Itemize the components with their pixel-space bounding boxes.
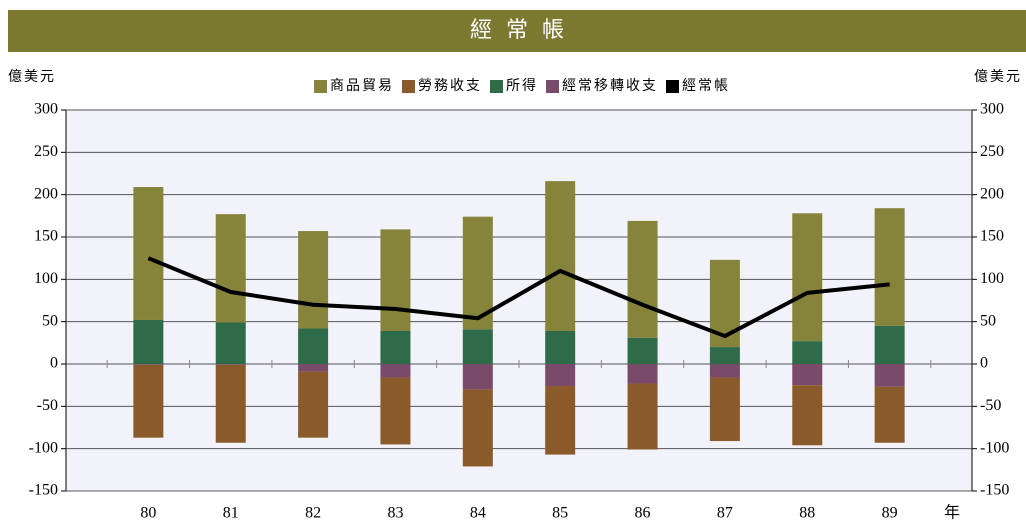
bar-segment — [215, 322, 246, 364]
y-tick-label: 100 — [34, 270, 58, 287]
y2-tick-label: 150 — [980, 228, 1004, 245]
bar-segment — [462, 364, 493, 390]
legend-label: 所得 — [506, 77, 538, 94]
bar-segment — [215, 364, 246, 365]
y2-tick-label: -100 — [980, 439, 1009, 456]
bar-segment — [709, 364, 740, 378]
y-tick-label: -150 — [29, 482, 58, 499]
legend-swatch — [490, 80, 503, 93]
bar-segment — [627, 220, 658, 338]
bar-segment — [792, 364, 823, 386]
y2-tick-label: -150 — [980, 482, 1009, 499]
plot-area — [65, 109, 973, 492]
bar-segment — [298, 231, 329, 329]
bar-segment — [545, 364, 576, 387]
title-bar — [8, 10, 1026, 52]
y-axis-label: 億美元 — [8, 69, 56, 85]
y-tick-label: 150 — [34, 228, 58, 245]
x-tick-label: 84 — [470, 505, 486, 522]
legend-label: 商品貿易 — [330, 78, 394, 94]
y-tick-label: -50 — [37, 397, 58, 414]
y2-tick-label: 50 — [980, 312, 996, 329]
bar-segment — [462, 329, 493, 364]
bar-segment — [545, 181, 576, 331]
bar-segment — [215, 364, 246, 443]
bar-segment — [133, 187, 164, 320]
bar-segment — [380, 330, 411, 364]
x-tick-label: 81 — [223, 505, 239, 522]
bar-segment — [133, 364, 164, 365]
legend-label: 經常移轉收支 — [562, 78, 658, 94]
bar-segment — [874, 208, 905, 326]
x-tick-label: 82 — [305, 505, 321, 522]
bar-segment — [874, 325, 905, 364]
bar-segment — [215, 214, 246, 323]
x-tick-label: 83 — [387, 505, 403, 522]
y-tick-label: 300 — [34, 101, 58, 118]
legend-label: 經常帳 — [682, 78, 730, 94]
y2-tick-label: 250 — [980, 143, 1004, 160]
legend-swatch — [546, 80, 559, 93]
bar-segment — [627, 337, 658, 364]
legend-label: 勞務收支 — [418, 78, 482, 94]
bar-segment — [792, 385, 823, 446]
y2-tick-label: 100 — [980, 270, 1004, 287]
bar-segment — [462, 389, 493, 467]
bar-segment — [380, 377, 411, 445]
y-tick-label: 0 — [50, 355, 58, 372]
y2-axis-label: 億美元 — [974, 69, 1022, 85]
y-tick-label: 200 — [34, 185, 58, 202]
y2-tick-label: -50 — [980, 397, 1001, 414]
legend-swatch — [314, 80, 327, 93]
bar-segment — [298, 371, 329, 438]
bar-segment — [874, 386, 905, 443]
x-tick-label: 86 — [635, 505, 651, 522]
bar-segment — [133, 364, 164, 438]
x-tick-label: 88 — [799, 505, 815, 522]
y-tick-label: 250 — [34, 143, 58, 160]
x-tick-label: 85 — [552, 505, 568, 522]
bar-segment — [133, 319, 164, 364]
x-tick-label: 87 — [717, 505, 733, 522]
x-tick-label: 89 — [882, 505, 898, 522]
line-series — [147, 256, 890, 339]
bar-segment — [380, 229, 411, 331]
legend-swatch — [666, 80, 679, 93]
bar-segment — [792, 213, 823, 342]
x-axis-label: 年 — [944, 504, 960, 522]
x-tick-label: 80 — [140, 505, 156, 522]
legend-swatch — [402, 80, 415, 93]
bar-segment — [627, 383, 658, 450]
bar-segment — [380, 364, 411, 378]
bar-segment — [627, 364, 658, 384]
y2-tick-label: 300 — [980, 101, 1004, 118]
bar-segment — [792, 341, 823, 364]
bar-segment — [545, 386, 576, 455]
y2-tick-label: 200 — [980, 185, 1004, 202]
bar-segment — [298, 364, 329, 372]
y2-tick-label: 0 — [980, 355, 988, 372]
bar-segment — [709, 377, 740, 442]
y-tick-label: 50 — [42, 312, 58, 329]
bar-segment — [709, 347, 740, 364]
y-tick-label: -100 — [29, 439, 58, 456]
bar-segment — [298, 328, 329, 364]
bar-segment — [545, 330, 576, 364]
chart-title: 經常帳 — [470, 17, 578, 42]
bar-segment — [874, 364, 905, 387]
